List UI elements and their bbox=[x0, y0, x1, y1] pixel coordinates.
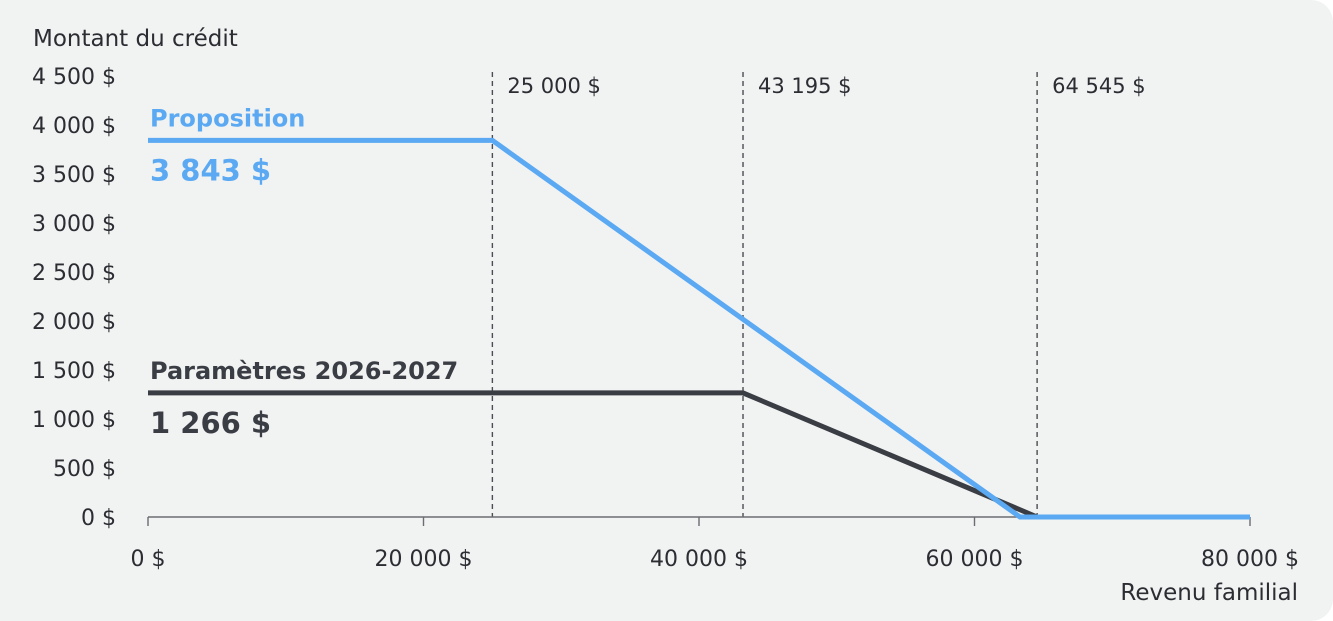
y-tick-label-2: 1 000 $ bbox=[32, 408, 116, 433]
series-name-0: Proposition bbox=[150, 104, 305, 132]
reference-label-0: 25 000 $ bbox=[507, 74, 601, 98]
series-value-1: 1 266 $ bbox=[150, 406, 271, 440]
y-tick-label-8: 4 000 $ bbox=[32, 114, 116, 139]
y-axis-ticks: 0 $ 500 $ 1 000 $ 1 500 $ 2 000 $ 2 500 $ 3 00… bbox=[32, 65, 116, 531]
series-name-1: Paramètres 2026-2027 bbox=[150, 357, 458, 385]
x-axis-title: Revenu familial bbox=[1120, 580, 1298, 606]
x-tick-label-2: 40 000 $ bbox=[650, 547, 748, 572]
y-tick-label-5: 2 500 $ bbox=[32, 261, 116, 286]
reference-label-1: 43 195 $ bbox=[758, 74, 852, 98]
x-axis: 0 $ 20 000 $ 40 000 $ 60 000 $ 80 000 $ bbox=[131, 516, 1299, 572]
y-tick-label-3: 1 500 $ bbox=[32, 359, 116, 384]
y-tick-label-0: 0 $ bbox=[81, 506, 116, 531]
x-tick-label-3: 60 000 $ bbox=[926, 547, 1024, 572]
y-tick-label-4: 2 000 $ bbox=[32, 310, 116, 335]
y-tick-label-9: 4 500 $ bbox=[32, 65, 116, 90]
series-labels: Proposition 3 843 $ Paramètres 2026-2027 1 … bbox=[150, 104, 458, 440]
x-tick-label-0: 0 $ bbox=[131, 547, 166, 572]
x-tick-label-4: 80 000 $ bbox=[1201, 547, 1299, 572]
y-axis-title: Montant du crédit bbox=[33, 26, 238, 52]
series-line-1 bbox=[148, 390, 1039, 520]
y-tick-label-7: 3 500 $ bbox=[32, 163, 116, 188]
series-line-0 bbox=[148, 137, 1250, 520]
reference-lines: 25 000 $ 43 195 $ 64 545 $ bbox=[491, 72, 1146, 517]
reference-label-2: 64 545 $ bbox=[1052, 74, 1146, 98]
x-tick-label-1: 20 000 $ bbox=[375, 547, 473, 572]
series-value-0: 3 843 $ bbox=[150, 153, 271, 187]
series-lines bbox=[148, 137, 1250, 520]
y-tick-label-6: 3 000 $ bbox=[32, 212, 116, 237]
y-tick-label-1: 500 $ bbox=[53, 457, 116, 482]
